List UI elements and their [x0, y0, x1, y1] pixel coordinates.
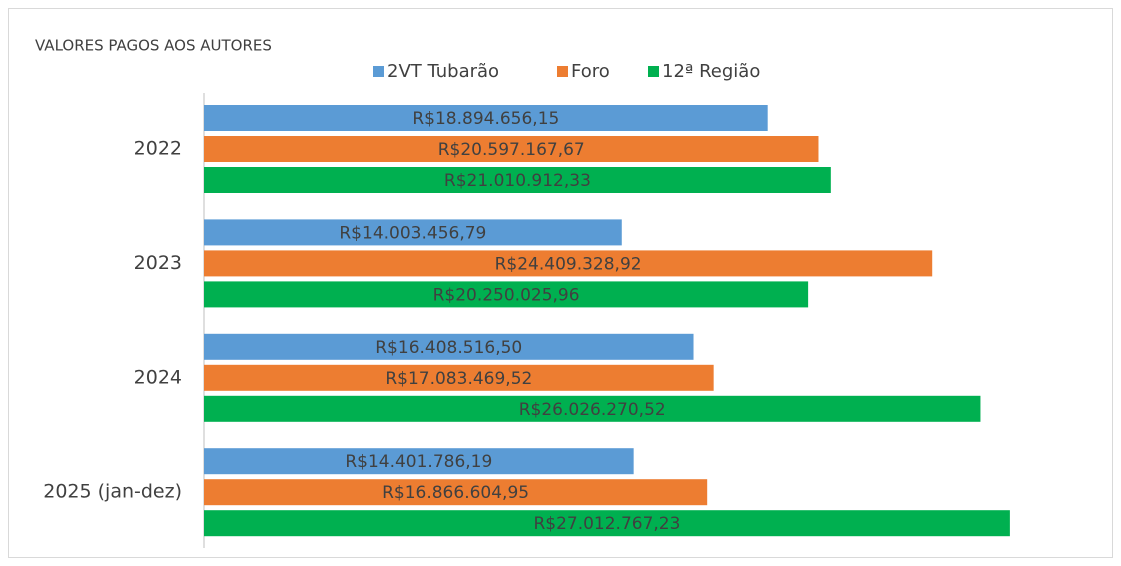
category-label: 2022	[134, 138, 182, 160]
category-label: 2025 (jan-dez)	[43, 481, 182, 503]
bar	[204, 219, 622, 246]
legend-swatch	[557, 66, 568, 77]
bar	[204, 448, 634, 475]
legend-label: 2VT Tubarão	[387, 61, 499, 82]
category-label: 2024	[134, 366, 182, 388]
bar	[204, 136, 819, 162]
bar	[204, 333, 694, 360]
bar	[204, 510, 1010, 537]
bar	[204, 364, 714, 391]
bar	[204, 395, 981, 422]
bar	[204, 281, 809, 308]
bar	[204, 479, 708, 506]
value-label: R$18.894.656,15	[412, 109, 559, 129]
value-label: R$16.408.516,50	[375, 338, 522, 358]
value-label: R$16.866.604,95	[382, 483, 529, 503]
value-label: R$27.012.767,23	[533, 514, 680, 534]
category-label: 2023	[134, 252, 182, 274]
legend-label: 12ª Região	[662, 61, 760, 82]
value-label: R$26.026.270,52	[519, 400, 666, 420]
chart-title: VALORES PAGOS AOS AUTORES	[35, 37, 272, 55]
value-label: R$21.010.912,33	[444, 171, 591, 191]
bar	[204, 167, 831, 193]
value-label: R$24.409.328,92	[495, 254, 642, 274]
legend-swatch	[648, 66, 659, 77]
value-label: R$20.597.167,67	[438, 140, 585, 160]
value-label: R$14.003.456,79	[339, 223, 486, 243]
value-label: R$17.083.469,52	[385, 369, 532, 389]
legend-label: Foro	[571, 61, 610, 82]
bar	[204, 250, 933, 277]
bar	[204, 105, 768, 131]
legend-swatch	[373, 66, 384, 77]
value-label: R$14.401.786,19	[345, 452, 492, 472]
value-label: R$20.250.025,96	[433, 285, 580, 305]
